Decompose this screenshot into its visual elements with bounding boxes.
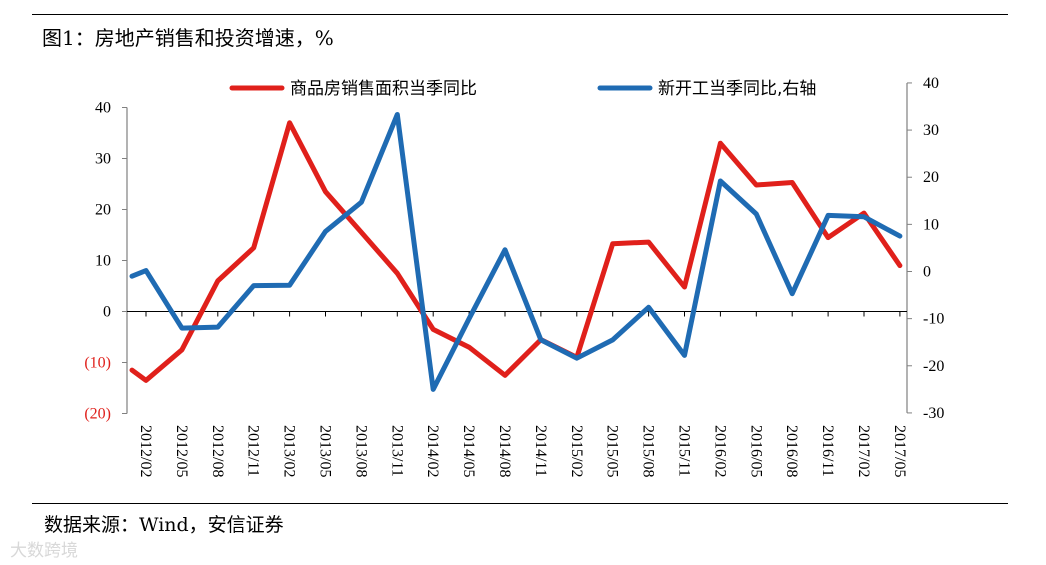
bottom-rule — [32, 503, 1008, 504]
right-tick-label: -10 — [923, 311, 944, 328]
x-tick-label: 2015/05 — [604, 425, 621, 477]
right-tick-label: -30 — [923, 405, 944, 422]
right-tick-label: 10 — [923, 216, 939, 233]
right-tick-label: 0 — [923, 264, 931, 281]
x-tick-label: 2013/11 — [388, 425, 405, 477]
x-tick-label: 2016/11 — [819, 425, 836, 477]
x-tick-label: 2015/08 — [640, 425, 657, 477]
figure-title: 图1：房地产销售和投资增速，% — [42, 26, 334, 50]
x-tick-label: 2015/02 — [568, 425, 585, 477]
left-tick-label: 30 — [95, 151, 111, 168]
x-tick-label: 2017/05 — [891, 425, 908, 477]
right-tick-label: -20 — [923, 358, 944, 375]
right-tick-label: 20 — [923, 169, 939, 186]
left-tick-label: (20) — [84, 406, 111, 423]
x-tick-label: 2016/05 — [747, 425, 764, 477]
left-tick-label: 10 — [95, 253, 111, 270]
top-rule — [32, 14, 1008, 15]
left-tick-label: 0 — [103, 304, 111, 321]
legend-label: 商品房销售面积当季同比 — [290, 79, 477, 99]
right-tick-label: 40 — [923, 75, 939, 92]
x-tick-label: 2014/02 — [424, 425, 441, 477]
x-tick-label: 2015/11 — [676, 425, 693, 477]
left-tick-label: 40 — [95, 100, 111, 117]
x-tick-label: 2012/05 — [173, 425, 190, 477]
series-layer — [129, 112, 903, 392]
x-tick-label: 2012/11 — [245, 425, 262, 477]
x-tick-label: 2014/05 — [460, 425, 477, 477]
watermark-text: 大数跨境 — [10, 541, 78, 561]
series-line-sales — [129, 120, 903, 383]
left-tick-label: 20 — [95, 202, 111, 219]
x-tick-label: 2016/02 — [711, 425, 728, 477]
right-tick-label: 30 — [923, 122, 939, 139]
x-tick-label: 2013/05 — [317, 425, 334, 477]
x-tick-label: 2013/02 — [281, 425, 298, 477]
x-tick-label: 2017/02 — [855, 425, 872, 477]
chart-axes: 40 30 20 10 0 (10) (20) 40 30 20 10 0 -10 -20 -30 2012/… — [84, 75, 944, 478]
x-tick-label: 2013/08 — [352, 425, 369, 477]
x-tick-label: 2014/08 — [496, 425, 513, 477]
source-note: 数据来源：Wind，安信证券 — [44, 514, 284, 536]
chart-legend: 商品房销售面积当季同比 新开工当季同比,右轴 — [229, 79, 816, 99]
x-tick-label: 2012/02 — [137, 425, 154, 477]
x-tick-label: 2012/08 — [209, 425, 226, 477]
x-tick-label: 2014/11 — [532, 425, 549, 477]
x-tick-label: 2016/08 — [783, 425, 800, 477]
left-tick-label: (10) — [84, 355, 111, 372]
legend-label: 新开工当季同比,右轴 — [658, 79, 816, 99]
